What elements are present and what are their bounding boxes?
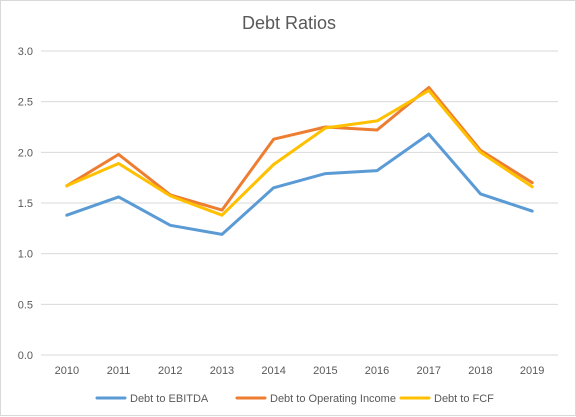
series-line-debt-to-ebitda bbox=[65, 132, 534, 236]
x-tick-label: 2010 bbox=[55, 365, 79, 377]
y-tick-label: 0.5 bbox=[18, 299, 33, 311]
series-line-debt-to-operating-income bbox=[65, 86, 534, 212]
legend-label: Debt to EBITDA bbox=[130, 393, 209, 405]
x-tick-label: 2018 bbox=[468, 365, 492, 377]
series-line-debt-to-fcf bbox=[65, 89, 534, 217]
legend-label: Debt to FCF bbox=[434, 393, 494, 405]
gridlines bbox=[41, 50, 558, 356]
y-tick-label: 2.0 bbox=[18, 147, 33, 159]
legend-label: Debt to Operating Income bbox=[270, 393, 396, 405]
x-axis-ticks: 2010 2011 2012 2013 2014 2015 2016 2017 2018 2019 bbox=[55, 365, 545, 377]
y-tick-label: 1.5 bbox=[18, 198, 33, 210]
x-tick-label: 2013 bbox=[210, 365, 234, 377]
y-tick-label: 1.0 bbox=[18, 249, 33, 261]
chart-title: Debt Ratios bbox=[241, 13, 337, 33]
legend: Debt to EBITDA Debt to Operating Income De… bbox=[95, 393, 494, 405]
x-tick-label: 2019 bbox=[520, 365, 544, 377]
x-tick-label: 2016 bbox=[365, 365, 389, 377]
x-tick-label: 2012 bbox=[158, 365, 182, 377]
x-tick-label: 2011 bbox=[107, 365, 131, 377]
y-tick-label: 2.5 bbox=[18, 97, 33, 109]
y-axis-ticks: 0.0 0.5 1.0 1.5 2.0 2.5 3.0 bbox=[18, 46, 33, 362]
x-tick-label: 2015 bbox=[313, 365, 337, 377]
y-tick-label: 3.0 bbox=[18, 46, 33, 58]
y-tick-label: 0.0 bbox=[18, 350, 33, 362]
x-tick-label: 2014 bbox=[261, 365, 285, 377]
x-tick-label: 2017 bbox=[417, 365, 441, 377]
series-lines bbox=[65, 86, 534, 236]
